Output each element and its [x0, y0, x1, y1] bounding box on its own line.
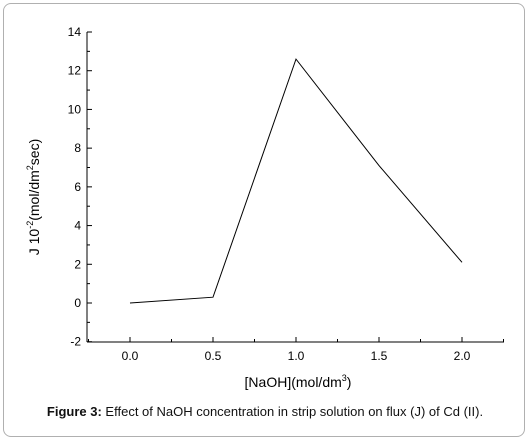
- x-tick-label: 0.0: [122, 349, 139, 363]
- y-tick-label: 0: [74, 296, 81, 310]
- chart-ticks: -2 0 2 4 6 8 10 12 14 0.0 0.5 1.0 1.5 2.0: [68, 25, 504, 363]
- y-tick-label: -2: [70, 335, 81, 349]
- y-tick-label: 2: [74, 257, 81, 271]
- x-axis-label-text: [NaOH](mol/dm: [245, 374, 342, 390]
- x-tick-label: 0.5: [205, 349, 222, 363]
- y-tick-label: 8: [74, 141, 81, 155]
- y-tick-label: 10: [68, 102, 82, 116]
- y-axis-label-mid: (mol/dm: [26, 170, 42, 221]
- chart-series: [129, 58, 463, 304]
- x-axis-label-end: ): [347, 374, 352, 390]
- figure-caption-text: Effect of NaOH concentration in strip so…: [101, 404, 484, 419]
- y-axis-label: J 10-2(mol/dm2sec): [25, 139, 42, 256]
- y-axis-label-sup1: -2: [25, 221, 35, 229]
- y-axis-label-end: sec): [26, 139, 42, 165]
- figure-caption-label: Figure 3:: [46, 404, 102, 419]
- x-axis-label: [NaOH](mol/dm3): [245, 373, 352, 390]
- figure-caption: Figure 3: Effect of NaOH concentration i…: [0, 404, 530, 419]
- y-axis-label-sup2: 2: [25, 165, 35, 170]
- y-tick-label: 12: [68, 64, 82, 78]
- y-tick-label: 14: [68, 25, 82, 39]
- y-tick-label: 6: [74, 180, 81, 194]
- figure-frame: [3, 3, 525, 437]
- chart-axes: [86, 32, 504, 343]
- series-line: [129, 58, 463, 304]
- x-tick-label: 1.5: [371, 349, 388, 363]
- y-tick-label: 4: [74, 219, 81, 233]
- y-axis-label-pre: J 10: [26, 229, 42, 256]
- x-tick-label: 2.0: [454, 349, 471, 363]
- x-axis-label-sup: 3: [342, 373, 347, 383]
- x-tick-label: 1.0: [288, 349, 305, 363]
